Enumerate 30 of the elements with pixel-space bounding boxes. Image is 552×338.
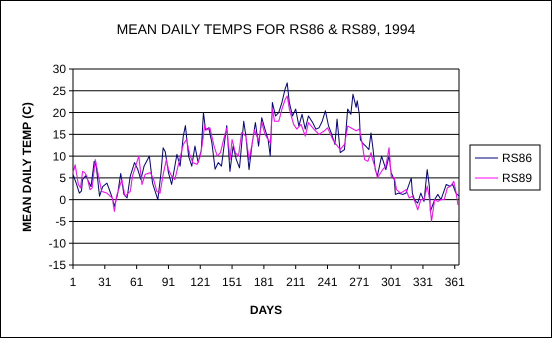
y-tick-label: -15 (48, 258, 66, 272)
x-tick-label: 301 (381, 275, 402, 289)
x-tick-label: 211 (286, 275, 306, 289)
y-tick-label: 10 (52, 149, 66, 164)
legend-label: RS89 (502, 171, 532, 186)
line-series (72, 96, 458, 222)
y-tick-label: -10 (48, 236, 66, 250)
y-tick-label: 15 (52, 128, 66, 142)
x-axis-title: DAYS (250, 303, 282, 317)
legend-label: RS86 (502, 151, 532, 166)
x-tick-label: 31 (98, 275, 112, 289)
y-tick-label: -5 (55, 214, 66, 229)
y-tick-label: 20 (52, 106, 66, 120)
line-series (72, 82, 460, 212)
x-tick-label: 361 (444, 275, 466, 289)
x-tick-label: 181 (254, 275, 274, 289)
x-tick-label: 91 (162, 275, 176, 289)
x-tick-label: 241 (317, 275, 338, 289)
x-tick-label: 61 (130, 275, 144, 289)
y-tick-label: 30 (52, 62, 66, 76)
y-tick-label: 0 (59, 192, 66, 207)
x-tick-label: 1 (70, 275, 77, 289)
y-tick-label: 25 (52, 84, 66, 98)
chart-title: MEAN DAILY TEMPS FOR RS86 & RS89, 1994 (116, 21, 416, 37)
x-tick-label: 331 (412, 275, 434, 289)
x-tick-label: 151 (222, 275, 242, 289)
x-tick-label: 271 (349, 275, 370, 289)
y-axis-title: MEAN DAILY TEMP (C) (20, 102, 34, 232)
x-tick-label: 121 (190, 275, 211, 289)
y-tick-label: 5 (59, 171, 66, 186)
